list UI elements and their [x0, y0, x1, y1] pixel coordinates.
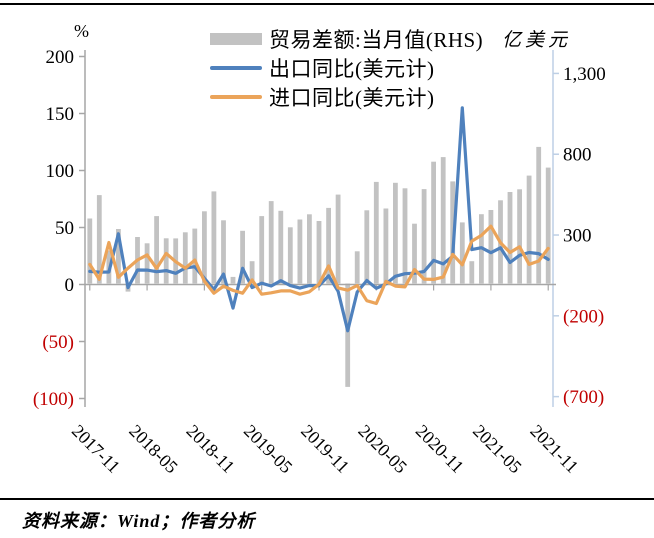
trade-balance-bar — [96, 195, 102, 284]
legend-label-export: 出口同比(美元计) — [269, 56, 435, 81]
left-axis-tick-label: 100 — [46, 161, 75, 182]
trade-balance-bar — [154, 216, 159, 284]
trade-balance-bar — [517, 189, 522, 284]
trade-balance-bar — [507, 192, 513, 284]
trade-balance-bar — [335, 194, 341, 284]
left-axis-tick-label: 200 — [46, 47, 75, 68]
trade-balance-bar — [412, 223, 417, 284]
trade-balance-bar — [431, 161, 436, 284]
trade-balance-bar — [297, 219, 303, 284]
legend: 贸易差额:当月值(RHS) 出口同比(美元计) 进口同比(美元计) — [210, 24, 483, 111]
export-line-swatch — [210, 65, 262, 70]
trade-balance-bar — [87, 218, 93, 284]
right-axis-tick-label: (200) — [563, 306, 604, 327]
right-axis-tick-label: 1,300 — [563, 64, 606, 85]
x-axis-tick-label: 2020-11 — [412, 421, 468, 477]
trade-balance-bar — [307, 214, 312, 284]
trade-balance-bar — [536, 146, 542, 284]
x-axis-tick-label: 2021-05 — [469, 421, 526, 478]
legend-item-trade-balance: 贸易差额:当月值(RHS) — [210, 24, 483, 53]
trade-balance-bar — [230, 276, 236, 284]
trade-balance-bar — [240, 230, 245, 284]
legend-label-trade-balance: 贸易差额:当月值(RHS) — [269, 27, 484, 52]
trade-balance-bar — [393, 182, 398, 284]
trade-balance-bar — [144, 243, 150, 284]
trade-balance-bar — [116, 229, 121, 284]
right-axis-tick-label: 800 — [563, 145, 592, 166]
left-axis-tick-label: 0 — [65, 275, 75, 296]
bar-swatch-shape — [210, 32, 262, 45]
trade-balance-bar — [440, 157, 446, 284]
trade-balance-bar — [421, 189, 427, 284]
legend-label-import: 进口同比(美元计) — [269, 85, 435, 110]
x-axis-tick-label: 2018-05 — [125, 421, 182, 478]
right-axis-unit-label: 亿美元 — [502, 30, 572, 51]
trade-balance-bar — [249, 261, 255, 284]
right-axis-tick-label: 300 — [563, 226, 592, 247]
trade-balance-bar — [459, 222, 465, 284]
trade-balance-bar — [192, 228, 198, 284]
trade-balance-bar — [278, 210, 284, 284]
top-border-line — [0, 3, 654, 5]
legend-item-export: 出口同比(美元计) — [210, 53, 483, 82]
import-line-swatch — [210, 94, 262, 99]
legend-item-import: 进口同比(美元计) — [210, 82, 483, 111]
right-axis-tick-label: (700) — [563, 387, 604, 408]
trade-balance-bar — [345, 283, 351, 387]
trade-balance-bar — [402, 188, 408, 284]
x-axis-tick-label: 2020-05 — [354, 421, 411, 478]
trade-balance-bar — [545, 167, 551, 284]
x-axis-tick-label: 2019-05 — [240, 421, 297, 478]
trade-balance-bar — [163, 238, 169, 284]
import-line — [88, 224, 550, 306]
trade-balance-bar — [383, 208, 389, 284]
trade-balance-bar — [287, 227, 293, 284]
x-axis-tick-label: 2017-11 — [68, 421, 124, 477]
x-axis-tick-label: 2021-11 — [526, 421, 582, 477]
line-swatch-shape — [210, 65, 262, 70]
trade-balance-bar — [221, 220, 226, 284]
data-source-note: 资料来源：Wind；作者分析 — [22, 511, 256, 531]
trade-balance-bar — [373, 181, 379, 284]
trade-balance-bar-swatch — [210, 32, 262, 45]
trade-balance-bar — [488, 210, 494, 284]
left-axis-unit-label: % — [74, 21, 89, 41]
trade-balance-bar — [202, 211, 207, 284]
trade-balance-bar — [526, 175, 532, 284]
left-axis-tick-label: 150 — [46, 104, 75, 125]
line-swatch-shape — [210, 94, 262, 99]
trade-balance-bar — [316, 221, 322, 284]
left-axis-tick-label: (50) — [42, 332, 74, 353]
trade-balance-bar — [182, 232, 188, 284]
trade-balance-bar — [364, 210, 370, 284]
trade-balance-bar — [211, 191, 217, 284]
x-axis-tick-label: 2019-11 — [297, 421, 353, 477]
trade-balance-bar — [326, 207, 331, 284]
trade-balance-bar — [354, 251, 360, 284]
x-axis-tick-label: 2018-11 — [183, 421, 239, 477]
bottom-border-line — [0, 498, 654, 500]
left-axis-tick-label: (100) — [33, 389, 74, 410]
trade-balance-bar — [268, 201, 274, 284]
trade-balance-bar — [259, 216, 265, 284]
left-axis-tick-label: 50 — [55, 218, 74, 239]
trade-balance-bar — [469, 261, 475, 284]
